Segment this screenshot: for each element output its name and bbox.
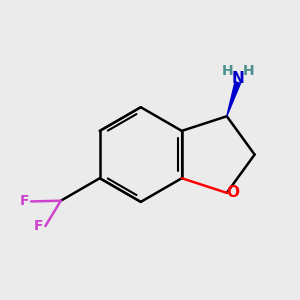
Text: F: F (34, 219, 43, 233)
Text: H: H (221, 64, 233, 78)
Text: N: N (231, 71, 244, 86)
Text: F: F (19, 194, 29, 208)
Polygon shape (227, 82, 241, 116)
Text: O: O (226, 185, 239, 200)
Text: H: H (242, 64, 254, 78)
